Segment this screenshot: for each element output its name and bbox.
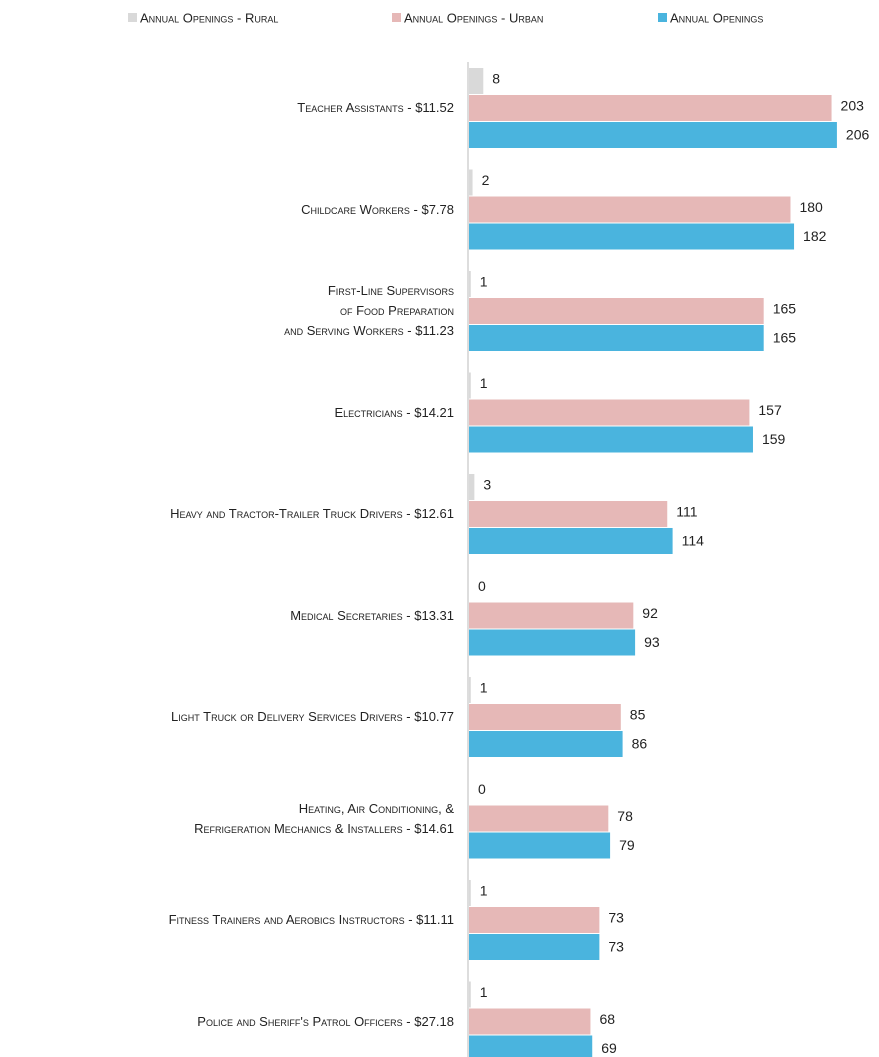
bar [469, 704, 621, 730]
value-label: 0 [478, 578, 486, 594]
value-label: 180 [799, 199, 823, 215]
value-label: 203 [841, 98, 865, 114]
bar [469, 1008, 591, 1035]
value-label: 1 [480, 680, 488, 696]
value-label: 73 [608, 939, 624, 955]
value-label: 182 [803, 228, 827, 244]
value-label: 157 [758, 402, 782, 418]
bar [469, 731, 623, 757]
value-label: 206 [846, 127, 870, 143]
bar [469, 934, 600, 960]
bar [469, 68, 484, 94]
value-label: 1 [480, 274, 488, 290]
category-label: Medical Secretaries - $13.31 [290, 607, 454, 623]
value-label: 73 [608, 910, 624, 926]
bar [469, 907, 600, 933]
value-label: 85 [630, 707, 646, 723]
bar [469, 602, 634, 629]
bar [469, 880, 471, 906]
bar [469, 677, 471, 703]
legend-label: Annual Openings - Rural [140, 10, 278, 25]
value-label: 1 [480, 883, 488, 899]
value-label: 0 [478, 781, 486, 797]
bar [469, 474, 475, 500]
category-label: Police and Sheriff's Patrol Officers - $… [197, 1013, 454, 1029]
bar [469, 271, 471, 297]
bar [469, 298, 764, 324]
value-label: 93 [644, 634, 660, 650]
category-label: First-Line Supervisors of Food Preparati… [284, 283, 454, 338]
bar [469, 528, 673, 554]
bar [469, 372, 471, 399]
value-label: 69 [601, 1040, 617, 1056]
legend-label: Annual Openings [670, 10, 763, 25]
category-label: Heavy and Tractor-Trailer Truck Drivers … [170, 506, 454, 521]
bar [469, 805, 609, 832]
bar [469, 95, 832, 121]
value-label: 86 [632, 736, 648, 752]
bar [469, 223, 795, 250]
category-label: Light Truck or Delivery Services Drivers… [171, 709, 454, 724]
legend-swatch [392, 13, 401, 22]
category-label: Teacher Assistants - $11.52 [297, 100, 454, 115]
bar [469, 629, 636, 656]
value-label: 165 [773, 301, 797, 317]
bar [469, 122, 837, 148]
value-label: 111 [676, 504, 697, 520]
bar [469, 501, 668, 527]
bar [469, 426, 753, 453]
legend-swatch [658, 13, 667, 22]
bar [469, 399, 750, 426]
category-label: Fitness Trainers and Aerobics Instructor… [168, 912, 454, 927]
legend-swatch [128, 13, 137, 22]
category-label: Electricians - $14.21 [334, 404, 455, 420]
value-label: 2 [482, 172, 490, 188]
value-label: 1 [480, 375, 488, 391]
value-label: 114 [682, 533, 705, 549]
category-label: Childcare Workers - $7.78 [301, 201, 454, 217]
bar [469, 981, 471, 1008]
bar [469, 325, 764, 351]
value-label: 159 [762, 431, 786, 447]
value-label: 8 [492, 71, 500, 87]
value-label: 1 [480, 984, 488, 1000]
value-label: 68 [599, 1011, 615, 1027]
bar [469, 169, 473, 196]
category-label: Heating, Air Conditioning, & Refrigerati… [194, 800, 454, 836]
value-label: 3 [483, 477, 491, 493]
bar [469, 832, 611, 859]
value-label: 92 [642, 605, 658, 621]
value-label: 79 [619, 837, 635, 853]
legend-label: Annual Openings - Urban [404, 10, 543, 25]
bar [469, 1035, 593, 1057]
value-label: 165 [773, 330, 797, 346]
value-label: 78 [617, 808, 633, 824]
bar [469, 196, 791, 223]
